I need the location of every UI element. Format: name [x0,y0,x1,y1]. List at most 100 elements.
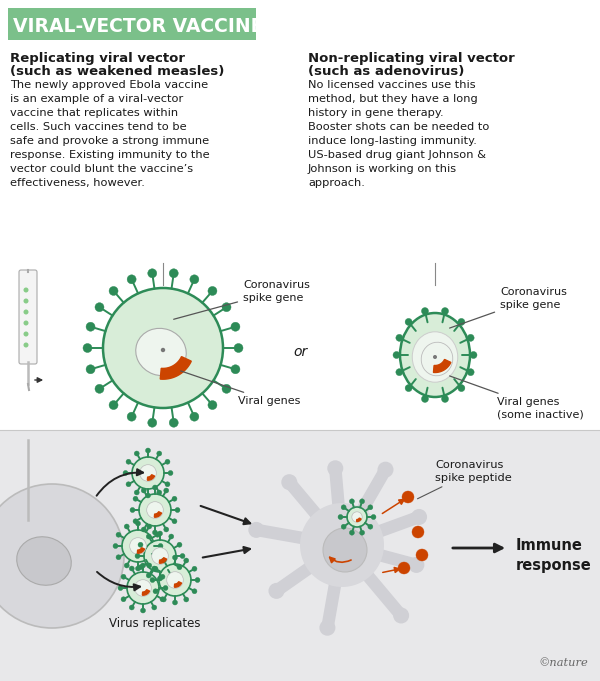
Circle shape [157,490,162,495]
Ellipse shape [412,332,458,382]
Circle shape [23,332,29,336]
Circle shape [169,269,178,278]
Ellipse shape [400,313,470,397]
Circle shape [327,460,343,476]
Circle shape [192,589,197,594]
Circle shape [152,566,157,571]
Circle shape [190,412,199,421]
FancyBboxPatch shape [8,8,256,40]
Circle shape [458,385,465,392]
Circle shape [132,457,164,489]
Circle shape [23,309,29,315]
Circle shape [157,451,162,456]
Circle shape [172,496,177,501]
Circle shape [123,471,128,475]
Circle shape [134,580,151,597]
Circle shape [208,287,217,296]
Circle shape [268,583,284,599]
Circle shape [109,400,118,409]
Text: Immune
response: Immune response [516,538,592,573]
Circle shape [126,459,131,464]
Circle shape [95,302,104,312]
Text: No licensed vaccines use this
method, but they have a long
history in gene thera: No licensed vaccines use this method, bu… [308,80,490,188]
Text: Non-replicating viral vector: Non-replicating viral vector [308,52,515,65]
Circle shape [148,269,157,278]
Circle shape [173,555,178,560]
Circle shape [152,605,157,610]
Polygon shape [160,357,191,379]
Text: ©nature: ©nature [538,658,588,668]
Circle shape [23,287,29,293]
Text: Coronavirus
spike gene: Coronavirus spike gene [173,280,310,319]
Circle shape [175,507,180,513]
Circle shape [138,542,143,548]
Circle shape [396,368,403,376]
Circle shape [467,368,474,376]
Circle shape [83,343,92,353]
Circle shape [281,474,297,490]
Circle shape [393,607,409,624]
Circle shape [122,530,154,562]
Circle shape [177,542,182,548]
Circle shape [368,505,373,510]
Circle shape [86,322,95,331]
Text: Coronavirus
spike gene: Coronavirus spike gene [449,287,567,328]
Polygon shape [175,582,182,587]
Circle shape [169,418,178,427]
Bar [0,430,600,681]
Circle shape [127,412,136,421]
Circle shape [135,554,140,558]
Circle shape [146,502,163,518]
Circle shape [140,608,146,613]
Circle shape [163,586,168,590]
Circle shape [368,524,373,529]
Circle shape [300,503,384,587]
Circle shape [248,522,265,538]
Circle shape [0,484,124,628]
Circle shape [405,385,412,392]
Text: Virus replicates: Virus replicates [109,617,201,630]
Circle shape [124,524,129,529]
Circle shape [116,533,121,537]
Circle shape [161,558,166,563]
Circle shape [412,526,424,538]
Circle shape [146,493,151,498]
Circle shape [192,566,197,571]
Circle shape [231,322,240,331]
Circle shape [409,557,424,573]
Circle shape [121,574,126,580]
Circle shape [23,343,29,347]
Circle shape [338,515,343,520]
Circle shape [121,597,126,602]
Circle shape [116,555,121,560]
Circle shape [147,563,152,568]
Circle shape [134,451,139,456]
Circle shape [147,524,152,529]
Circle shape [113,543,118,548]
Circle shape [127,572,159,604]
Circle shape [323,528,367,572]
Polygon shape [142,590,149,595]
Polygon shape [154,511,161,517]
Ellipse shape [136,328,186,376]
Circle shape [134,490,139,495]
Circle shape [405,319,412,326]
Circle shape [138,565,143,570]
Circle shape [130,538,146,554]
Text: The newly approved Ebola vaccine
is an example of a viral-vector
vaccine that re: The newly approved Ebola vaccine is an e… [10,80,209,188]
Circle shape [393,351,400,358]
Circle shape [136,521,140,526]
Circle shape [158,543,163,548]
Circle shape [168,471,173,475]
Polygon shape [160,558,167,563]
Circle shape [359,498,365,504]
Circle shape [349,498,355,504]
Circle shape [347,507,367,527]
Circle shape [341,524,346,529]
Circle shape [161,597,166,602]
Circle shape [172,519,177,524]
Circle shape [133,496,138,501]
Circle shape [152,530,157,535]
Circle shape [319,620,335,636]
Circle shape [352,512,362,522]
